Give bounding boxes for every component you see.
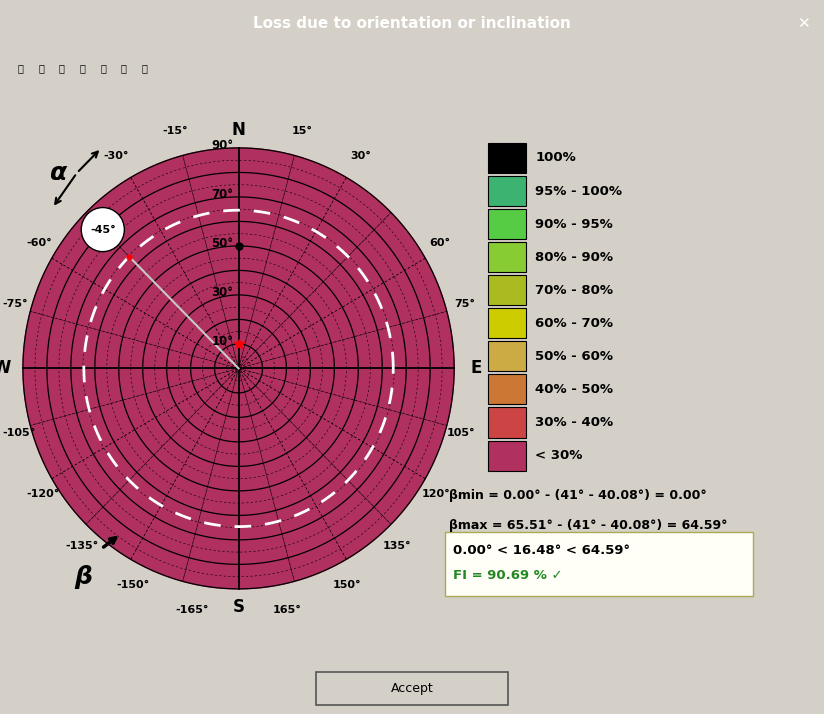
Text: 🔄: 🔄 [79, 63, 86, 73]
Text: -150°: -150° [116, 580, 149, 590]
Text: S: S [232, 598, 245, 616]
Text: N: N [232, 121, 246, 139]
Text: -60°: -60° [26, 238, 52, 248]
Text: 🔍: 🔍 [17, 63, 24, 73]
Text: < 30%: < 30% [536, 449, 583, 462]
Text: 135°: 135° [383, 540, 412, 550]
Text: 105°: 105° [447, 428, 475, 438]
Text: 10°: 10° [212, 336, 234, 348]
Polygon shape [190, 319, 287, 418]
Text: βmin = 0.00° - (41° - 40.08°) = 0.00°: βmin = 0.00° - (41° - 40.08°) = 0.00° [449, 488, 707, 502]
Text: 90% - 95%: 90% - 95% [536, 218, 613, 231]
Text: E: E [470, 359, 481, 378]
Text: 70°: 70° [212, 188, 234, 201]
Text: ✋: ✋ [120, 63, 127, 73]
Polygon shape [71, 197, 406, 540]
Polygon shape [47, 173, 430, 564]
FancyBboxPatch shape [489, 374, 526, 404]
Text: 30% - 40%: 30% - 40% [536, 416, 614, 429]
Text: 60°: 60° [429, 238, 451, 248]
Text: -15°: -15° [162, 126, 188, 136]
Text: -165°: -165° [176, 605, 208, 615]
Text: 0.00° < 16.48° < 64.59°: 0.00° < 16.48° < 64.59° [453, 544, 630, 557]
Text: α: α [49, 161, 66, 185]
FancyBboxPatch shape [316, 672, 508, 705]
FancyBboxPatch shape [489, 176, 526, 206]
Text: 70% - 80%: 70% - 80% [536, 283, 614, 297]
Text: 60% - 70%: 60% - 70% [536, 317, 614, 330]
Text: 🔍: 🔍 [100, 63, 106, 73]
Text: 95% - 100%: 95% - 100% [536, 184, 622, 198]
FancyBboxPatch shape [489, 143, 526, 173]
Text: Accept: Accept [391, 682, 433, 695]
Text: βmax = 65.51° - (41° - 40.08°) = 64.59°: βmax = 65.51° - (41° - 40.08°) = 64.59° [449, 518, 728, 532]
Text: -75°: -75° [2, 298, 27, 308]
Text: 15°: 15° [292, 126, 312, 136]
FancyBboxPatch shape [489, 308, 526, 338]
Text: 90°: 90° [212, 139, 234, 152]
Polygon shape [166, 295, 311, 442]
Polygon shape [143, 271, 335, 466]
Text: ✕: ✕ [797, 16, 810, 31]
FancyBboxPatch shape [489, 441, 526, 471]
Text: β: β [75, 565, 92, 589]
Text: 75°: 75° [454, 298, 475, 308]
Text: 30°: 30° [350, 151, 372, 161]
Text: Loss due to orientation or inclination: Loss due to orientation or inclination [253, 16, 571, 31]
FancyBboxPatch shape [489, 341, 526, 371]
Text: 80% - 90%: 80% - 90% [536, 251, 614, 263]
Text: 150°: 150° [332, 580, 361, 590]
Text: -30°: -30° [103, 151, 129, 161]
FancyBboxPatch shape [445, 532, 753, 596]
Text: 165°: 165° [273, 605, 302, 615]
FancyBboxPatch shape [489, 408, 526, 438]
Text: -135°: -135° [65, 540, 99, 550]
Text: 30°: 30° [212, 286, 234, 299]
Text: 📋: 📋 [141, 63, 147, 73]
Polygon shape [23, 148, 454, 589]
FancyBboxPatch shape [489, 275, 526, 306]
FancyBboxPatch shape [489, 242, 526, 272]
Text: 100%: 100% [536, 151, 576, 164]
Text: 50°: 50° [212, 238, 234, 251]
Text: -105°: -105° [2, 428, 35, 438]
Text: 🔍: 🔍 [38, 63, 44, 73]
Polygon shape [119, 246, 358, 491]
Circle shape [82, 208, 124, 251]
Text: 🔍: 🔍 [59, 63, 65, 73]
Text: -120°: -120° [26, 488, 59, 498]
Text: W: W [0, 359, 11, 378]
Text: 50% - 60%: 50% - 60% [536, 350, 614, 363]
Text: 40% - 50%: 40% - 50% [536, 383, 614, 396]
Text: 120°: 120° [422, 488, 451, 498]
FancyBboxPatch shape [489, 209, 526, 239]
Text: -45°: -45° [90, 225, 115, 235]
Polygon shape [95, 221, 382, 516]
Polygon shape [214, 344, 263, 393]
Text: FI = 90.69 % ✓: FI = 90.69 % ✓ [453, 569, 563, 582]
